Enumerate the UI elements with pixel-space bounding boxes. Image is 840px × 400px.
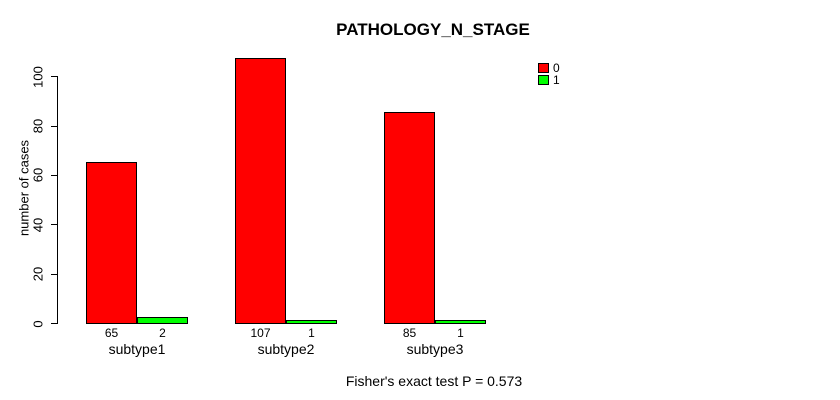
y-tick-mark [51,224,57,226]
y-tick-label: 100 [30,65,46,88]
y-tick-label: 60 [30,168,46,183]
bar-subtype1-group1 [137,317,188,324]
bar-subtype3-group0 [384,112,435,324]
bar-subtype2-group1 [286,320,337,324]
legend-label-0: 0 [553,61,560,75]
bar-subtype3-group1 [435,320,486,324]
legend-swatch-1 [538,75,549,85]
category-label-subtype3: subtype3 [406,341,464,357]
legend-swatch-0 [538,63,549,73]
bar-subtype1-group0 [86,162,137,324]
bar-count-label: 85 [402,326,417,340]
y-tick-label: 20 [30,266,46,282]
bar-count-label: 107 [250,326,271,340]
legend-item-1: 1 [538,73,578,87]
y-tick-label: 40 [30,217,46,233]
bar-count-label: 1 [457,326,464,340]
y-axis-line [57,76,58,324]
y-tick-mark [51,273,57,275]
bar-count-label: 65 [104,326,119,340]
y-tick-label: 80 [30,118,46,134]
y-tick-mark [51,174,57,176]
y-tick-mark [51,323,57,324]
bar-subtype2-group0 [235,58,286,324]
legend-item-0: 0 [538,61,578,75]
category-label-subtype2: subtype2 [257,341,315,357]
bar-count-label: 1 [308,326,315,340]
category-label-subtype1: subtype1 [108,341,166,357]
y-tick-mark [51,76,57,78]
chart-title: PATHOLOGY_N_STAGE [336,20,530,39]
y-tick-mark [51,125,57,127]
legend-label-1: 1 [553,73,560,87]
y-axis-label: number of cases [16,139,32,237]
y-tick-label: 0 [30,319,46,328]
fisher-test-annotation: Fisher's exact test P = 0.573 [345,373,523,389]
bar-count-label: 2 [159,326,166,340]
